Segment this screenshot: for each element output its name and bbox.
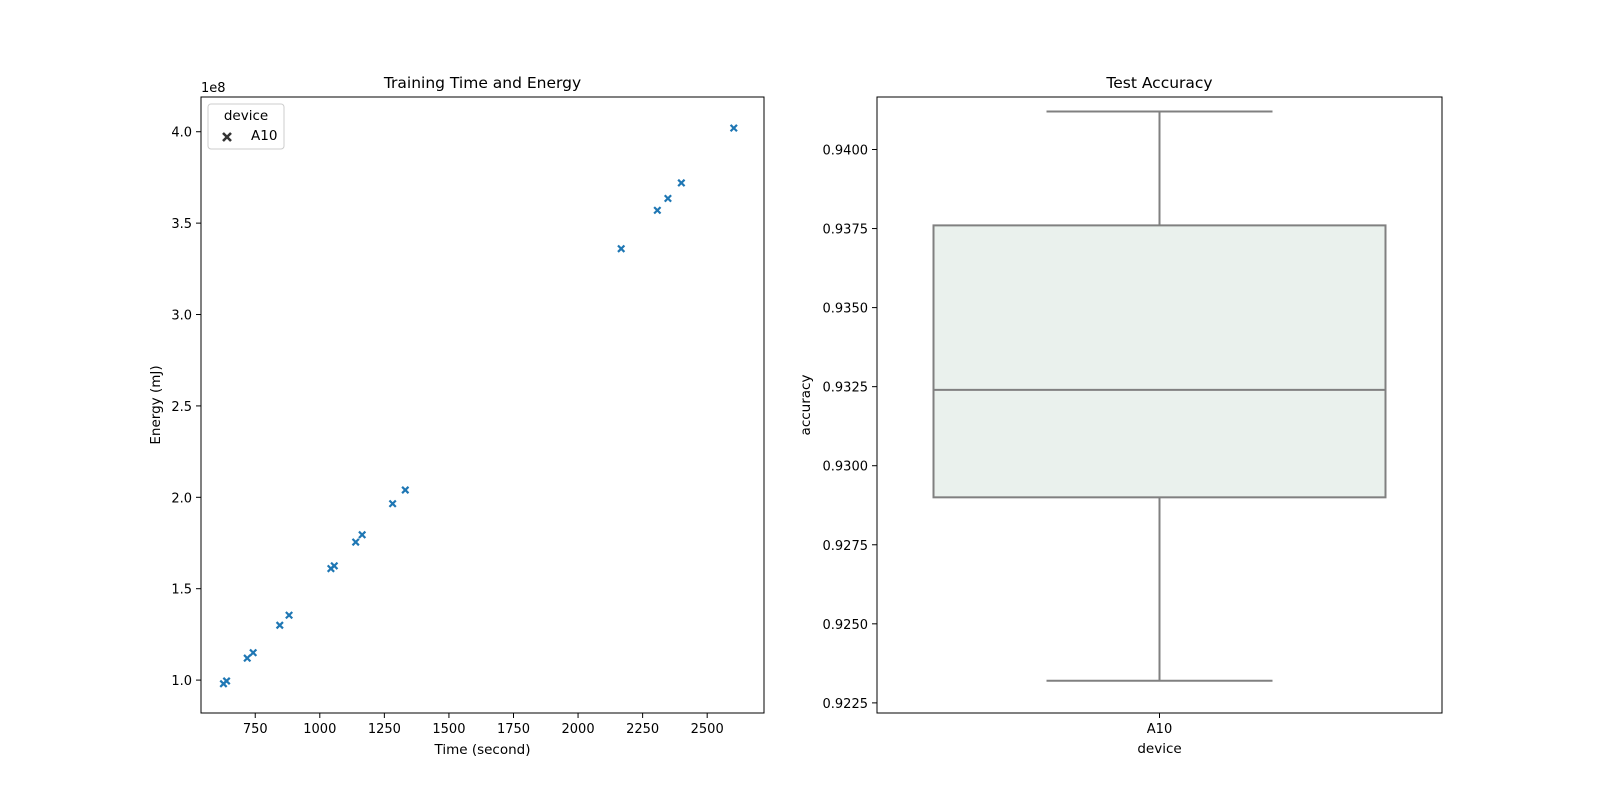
box-y-ticks: 0.9225 0.9250 0.9275 0.9300 0.9325 0.9350 0.93… (823, 143, 877, 712)
scatter-point (617, 244, 626, 253)
x-tick-label: 2250 (626, 722, 659, 737)
x-tick-label: 1750 (497, 722, 530, 737)
scatter-point (243, 654, 252, 663)
scatter-x-ticks: 750 1000 1250 1500 1750 2000 2250 2500 (243, 713, 724, 737)
scatter-y-axis-label: Energy (mJ) (148, 365, 164, 444)
scatter-y-ticks: 1.0 1.5 2.0 2.5 3.0 3.5 4.0 (171, 126, 201, 689)
y-tick-label: 0.9250 (823, 618, 869, 633)
y-tick-label: 1.0 (171, 674, 192, 689)
scatter-point (358, 530, 367, 539)
x-tick-label: 1000 (303, 722, 336, 737)
y-tick-label: 2.5 (171, 400, 192, 415)
scatter-point (222, 677, 231, 685)
y-tick-label: 0.9400 (823, 143, 869, 158)
box-plot-marks (932, 110, 1387, 682)
x-tick-label: 2000 (562, 722, 595, 737)
y-tick-label: 0.9325 (823, 381, 869, 396)
scatter-point (729, 124, 738, 133)
x-tick-label: 2500 (691, 722, 724, 737)
scatter-y-offset-label: 1e8 (201, 81, 226, 96)
scatter-axes-frame (200, 96, 765, 714)
box-title: Test Accuracy (1105, 74, 1212, 92)
scatter-title: Training Time and Energy (383, 74, 581, 92)
box-panel: Test Accuracy 0.92250.92500.92750.93000.… (798, 74, 1443, 757)
scatter-points (219, 124, 738, 688)
scatter-point (351, 538, 360, 547)
y-tick-label: 0.9350 (823, 302, 869, 317)
box-x-axis-label: device (1137, 741, 1181, 757)
scatter-point (653, 206, 662, 215)
y-tick-label: 0.9225 (823, 697, 869, 712)
legend-marker-x-icon (222, 132, 232, 142)
y-tick-label: 1.5 (171, 583, 192, 598)
scatter-x-axis-label: Time (second) (433, 742, 530, 758)
y-tick-label: 3.0 (171, 309, 192, 324)
y-tick-label: 3.5 (171, 217, 192, 232)
scatter-point (275, 621, 284, 630)
box-y-axis-label: accuracy (798, 375, 814, 436)
x-tick-label: A10 (1147, 722, 1172, 737)
scatter-point (677, 178, 686, 187)
scatter-panel: Training Time and Energy 750 1000 1250 1500… (148, 74, 765, 758)
scatter-point (285, 611, 294, 620)
scatter-point (330, 561, 339, 570)
scatter-point (663, 194, 672, 203)
y-tick-label: 0.9300 (823, 460, 869, 475)
scatter-point (388, 499, 397, 508)
legend-entry-label: A10 (251, 128, 277, 144)
box-iqr (932, 224, 1387, 499)
y-tick-label: 0.9275 (823, 539, 869, 554)
x-tick-label: 1250 (368, 722, 401, 737)
scatter-point (249, 648, 258, 657)
x-tick-label: 750 (243, 722, 268, 737)
legend-title: device (224, 108, 268, 124)
scatter-point (401, 486, 410, 494)
y-tick-label: 4.0 (171, 126, 192, 141)
scatter-legend: device A10 (207, 103, 285, 150)
y-tick-label: 0.9375 (823, 223, 869, 238)
y-tick-label: 2.0 (171, 491, 192, 506)
box-x-ticks: A10 (1147, 713, 1172, 737)
x-tick-label: 1500 (432, 722, 465, 737)
